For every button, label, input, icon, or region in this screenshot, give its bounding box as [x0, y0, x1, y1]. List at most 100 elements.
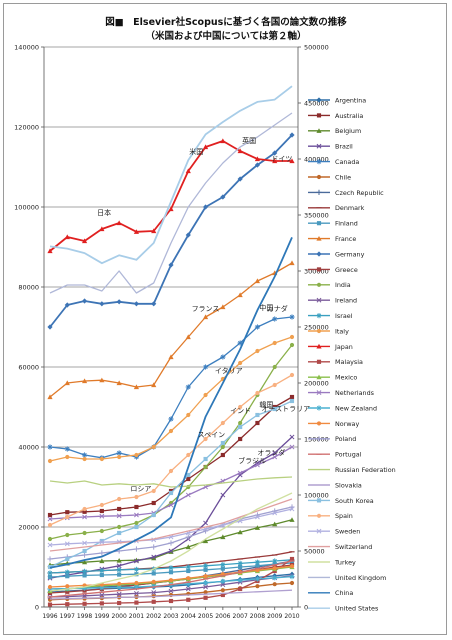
data-point	[47, 516, 53, 522]
data-point	[47, 542, 53, 548]
data-point	[289, 506, 295, 512]
series-china	[49, 237, 293, 569]
data-point	[289, 394, 295, 400]
data-point	[255, 584, 260, 589]
data-point	[168, 354, 174, 360]
legend-label: Chile	[335, 173, 351, 181]
data-point	[116, 591, 122, 597]
legend-label: France	[335, 235, 356, 243]
data-point	[254, 462, 260, 468]
data-point	[81, 298, 88, 304]
data-point	[289, 132, 295, 138]
series-spain	[47, 372, 295, 528]
data-point	[99, 301, 105, 307]
legend-item-malaysia: Malaysia	[308, 358, 363, 366]
y-left-tick-label: 80000	[18, 284, 39, 292]
data-point	[238, 420, 243, 426]
data-point	[168, 588, 174, 594]
legend-marker	[316, 528, 322, 534]
data-point	[99, 502, 104, 508]
data-point	[65, 602, 70, 607]
axis-layer: 0 20000 40000 60000 80000 100000 120000 140000 0…	[14, 44, 329, 621]
data-point	[272, 575, 278, 581]
series-portugal	[47, 560, 295, 598]
data-point	[64, 541, 70, 547]
data-point	[133, 512, 139, 518]
legend-item-spain: Spain	[308, 512, 353, 520]
x-tick-label: 2003	[163, 613, 178, 620]
data-point	[65, 514, 70, 520]
y-left-tick-label: 20000	[18, 524, 39, 532]
legend-label: Israel	[335, 312, 353, 320]
data-point	[272, 450, 278, 456]
legend-marker	[316, 97, 322, 103]
y-right-tick-label: 0	[304, 604, 308, 612]
data-point	[289, 580, 295, 586]
data-point	[220, 440, 225, 446]
data-point	[202, 580, 209, 586]
legend-label: Italy	[335, 327, 349, 335]
annotation-label: スペイン	[198, 431, 226, 439]
data-point	[203, 392, 208, 398]
legend-label: South Korea	[335, 497, 374, 505]
data-point	[47, 458, 53, 464]
legend-marker	[316, 405, 322, 411]
data-point	[237, 529, 243, 535]
x-tick-label: 2005	[198, 613, 213, 620]
data-point	[220, 452, 225, 458]
data-point	[289, 444, 295, 450]
data-point	[82, 540, 88, 546]
data-point	[272, 150, 278, 156]
data-point	[185, 492, 191, 498]
chart-title: 図■ Elsevier社Scopusに基づく各国の論文数の推移	[105, 17, 347, 28]
data-point	[202, 144, 209, 150]
data-point	[203, 584, 209, 590]
annotation-label: 英国	[242, 136, 256, 145]
data-point	[186, 476, 191, 482]
x-tick-label: 1999	[94, 613, 109, 620]
data-point	[117, 506, 122, 512]
series-line	[49, 140, 292, 252]
legend-item-poland: Poland	[308, 435, 356, 443]
y-left-tick-label: 100000	[14, 204, 39, 212]
legend-label: Spain	[335, 512, 353, 520]
data-point	[81, 585, 88, 591]
series-france	[47, 260, 295, 400]
data-point	[116, 584, 122, 590]
data-point	[99, 568, 105, 574]
data-point	[185, 232, 191, 238]
data-point	[133, 584, 140, 590]
y-right-tick-label: 150000	[304, 436, 329, 444]
x-tick-label: 1996	[42, 613, 57, 620]
data-point	[202, 204, 209, 210]
legend-item-czech-republic: Czech Republic	[308, 189, 384, 197]
data-point	[133, 590, 139, 596]
data-point	[47, 324, 53, 330]
data-point	[272, 582, 277, 587]
data-point	[254, 324, 261, 330]
data-point	[186, 568, 191, 574]
data-point	[289, 556, 295, 562]
data-point	[203, 590, 208, 595]
legend-label: Norway	[335, 420, 359, 428]
series-israel	[47, 557, 295, 576]
data-point	[202, 563, 209, 569]
data-point	[47, 536, 53, 542]
legend-label: United Kingdom	[335, 574, 386, 582]
legend-item-russian-federation: Russian Federation	[308, 466, 396, 474]
y-right-tick-label: 50000	[304, 548, 325, 556]
series-line	[49, 492, 293, 592]
y-right-tick-label: 200000	[304, 380, 329, 388]
data-point	[117, 530, 122, 536]
legend-label: India	[335, 281, 351, 289]
legend-marker	[316, 221, 322, 226]
data-point	[168, 416, 174, 422]
data-point	[238, 564, 243, 570]
chart-subtitle: （米国および中国については第２軸）	[145, 31, 307, 42]
data-point	[64, 380, 70, 386]
data-point	[186, 472, 191, 478]
legend-label: Belgium	[335, 127, 361, 135]
data-point	[220, 588, 225, 593]
y-right-tick-label: 350000	[304, 212, 329, 220]
data-point	[151, 583, 157, 589]
